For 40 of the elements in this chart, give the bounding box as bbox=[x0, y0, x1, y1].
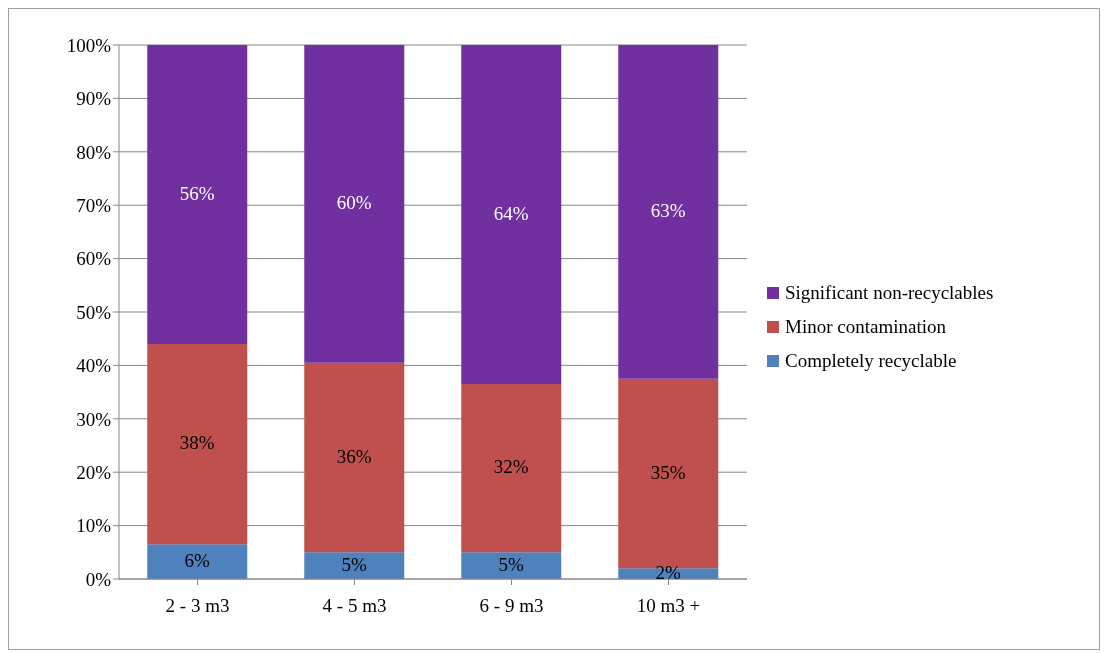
bar bbox=[304, 362, 405, 553]
y-tick-label: 100% bbox=[66, 34, 112, 56]
x-tick-label: 4 - 5 m3 bbox=[322, 595, 387, 617]
data-label: 32% bbox=[493, 456, 529, 478]
data-label: 35% bbox=[650, 461, 686, 483]
y-tick-label: 80% bbox=[76, 141, 112, 163]
data-label: 38% bbox=[179, 432, 215, 454]
data-label: 60% bbox=[336, 191, 372, 213]
data-label: 64% bbox=[493, 202, 529, 224]
bar bbox=[147, 344, 248, 545]
x-tick-label: 10 m3 + bbox=[636, 595, 701, 617]
data-label: 5% bbox=[341, 553, 368, 575]
y-tick-label: 10% bbox=[76, 515, 112, 537]
data-label: 36% bbox=[336, 445, 372, 467]
legend-label: Completely recyclable bbox=[785, 350, 957, 372]
y-tick-label: 0% bbox=[85, 568, 112, 590]
bar bbox=[618, 45, 719, 379]
x-tick-label: 6 - 9 m3 bbox=[479, 595, 544, 617]
bar bbox=[304, 45, 405, 363]
y-tick-label: 40% bbox=[76, 355, 112, 377]
y-tick-label: 60% bbox=[76, 248, 112, 270]
data-label: 6% bbox=[184, 549, 211, 571]
bar bbox=[461, 384, 562, 553]
bar bbox=[304, 552, 405, 579]
data-label: 56% bbox=[179, 182, 215, 204]
x-tick-label: 2 - 3 m3 bbox=[165, 595, 230, 617]
data-label: 63% bbox=[650, 199, 686, 221]
bar bbox=[147, 544, 248, 579]
y-tick-label: 70% bbox=[76, 194, 112, 216]
data-label: 2% bbox=[655, 561, 682, 583]
y-tick-label: 50% bbox=[76, 301, 112, 323]
bar bbox=[461, 552, 562, 579]
y-tick-label: 90% bbox=[76, 88, 112, 110]
bar bbox=[147, 45, 248, 345]
data-label: 5% bbox=[498, 553, 525, 575]
y-tick-label: 30% bbox=[76, 408, 112, 430]
legend-label: Minor contamination bbox=[785, 316, 946, 338]
y-tick-label: 20% bbox=[76, 461, 112, 483]
legend-label: Significant non-recyclables bbox=[785, 282, 994, 304]
bar bbox=[461, 45, 562, 385]
